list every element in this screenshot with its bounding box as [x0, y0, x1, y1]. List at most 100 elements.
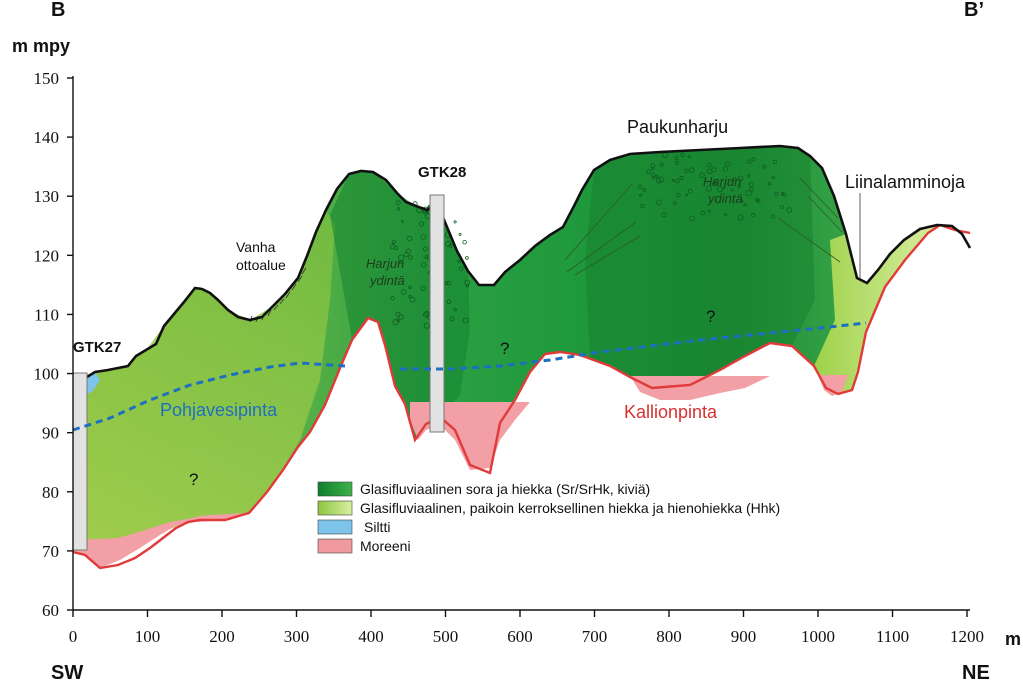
- borehole-gtk28: [429, 194, 445, 433]
- gravel-dot: [674, 156, 679, 161]
- bedrock-surface-line: [72, 223, 971, 570]
- legend-swatch-moraine: [317, 538, 353, 554]
- gravel-dot: [738, 175, 744, 181]
- gravel-dot: [786, 207, 792, 213]
- gravel-dot: [745, 190, 752, 197]
- legend-label-silt: Siltti: [364, 519, 390, 535]
- gravel-dot: [642, 187, 647, 192]
- moraine-far-right: [818, 375, 848, 396]
- gravel-dot: [395, 311, 401, 317]
- y-tick-label: 120: [34, 246, 60, 265]
- x-tick-label: 1100: [876, 627, 909, 646]
- x-tick-label: 700: [582, 627, 608, 646]
- gravel-dot: [656, 199, 662, 206]
- gravel-dot: [464, 279, 471, 286]
- gravel-dot: [729, 178, 734, 182]
- gravel-dot: [405, 248, 411, 254]
- gravel-dot: [408, 294, 412, 299]
- x-tick-label: 800: [656, 627, 682, 646]
- gravel-dot: [658, 176, 665, 183]
- gravel-dot: [418, 221, 425, 227]
- water-table-label: Pohjavesipinta: [160, 400, 278, 420]
- gravel-dot: [637, 184, 643, 189]
- gravel-dot: [732, 177, 737, 182]
- borehole-gtk27: [72, 372, 88, 551]
- gravel-dot: [762, 164, 767, 169]
- moraine-left-body: [73, 513, 248, 568]
- gravel-dot: [409, 296, 416, 303]
- x-tick-label: 500: [433, 627, 459, 646]
- legend: Glasifluviaalinen sora ja hiekka (Sr/SrH…: [317, 481, 780, 554]
- fine-sand-right: [814, 225, 962, 394]
- gravel-dot: [699, 172, 705, 179]
- x-axis-unit-label: m: [1005, 629, 1021, 649]
- gravel-dot: [408, 285, 412, 290]
- gravel-dot: [751, 157, 756, 162]
- gravel-dot: [424, 310, 430, 316]
- moraine-left: [73, 492, 267, 552]
- gravel-dot: [747, 159, 752, 164]
- y-tick-label: 130: [34, 187, 60, 206]
- gravel-dot: [687, 188, 693, 194]
- gravel-dot: [722, 166, 728, 172]
- gravel-dot: [420, 234, 427, 240]
- gravel-dot: [398, 314, 404, 320]
- gravel-dot: [462, 239, 467, 245]
- x-tick-label: 1200: [950, 627, 984, 646]
- bedding-lines: [564, 177, 843, 276]
- gravel-dot: [689, 167, 695, 173]
- gravel-dot: [700, 210, 705, 216]
- esker-core-label-left-1: Harjun: [366, 256, 404, 271]
- gravel-dot: [737, 214, 744, 221]
- gravel-dot: [655, 174, 659, 178]
- esker-core-left: [330, 172, 470, 440]
- legend-label-sand: Glasifluviaalinen, paikoin kerrokselline…: [360, 500, 780, 516]
- x-tick-label: 1000: [801, 627, 835, 646]
- moraine-mid: [410, 402, 530, 470]
- gravel-dot: [638, 193, 643, 197]
- gravel-dot: [707, 162, 712, 168]
- gravel-dot: [465, 284, 469, 288]
- gravel-dot: [424, 255, 429, 260]
- section-start-label: B: [51, 0, 65, 21]
- y-tick-label: 90: [42, 424, 59, 443]
- gravel-dot: [401, 289, 407, 295]
- gravel-dot: [706, 168, 713, 175]
- gravel-dot: [646, 169, 651, 175]
- legend-label-gravel: Glasifluviaalinen sora ja hiekka (Sr/SrH…: [360, 481, 650, 497]
- gravel-dot: [748, 182, 754, 188]
- gravel-dot: [651, 167, 655, 171]
- gravel-dot: [395, 200, 401, 206]
- legend-swatch-silt: [317, 519, 353, 535]
- paukunharju-label: Paukunharju: [627, 117, 728, 137]
- esker-core-label-right-1: Harjun: [703, 174, 741, 189]
- gravel-dot: [771, 175, 775, 180]
- x-tick-label: 400: [358, 627, 384, 646]
- gravel-dot: [445, 240, 452, 247]
- gravel-dot: [651, 176, 655, 180]
- gravel-dot: [423, 312, 429, 318]
- y-tick-label: 140: [34, 128, 60, 147]
- y-tick-label: 100: [34, 365, 60, 384]
- gravel-dot: [396, 318, 400, 323]
- uncertain-marker-mid: ?: [500, 339, 509, 358]
- moraine-right: [630, 376, 770, 400]
- gravel-dot: [706, 185, 713, 192]
- gravel-dot: [458, 232, 462, 236]
- gravel-dot: [462, 317, 469, 324]
- gravel-dot: [672, 178, 676, 182]
- gravel-dot: [685, 193, 689, 197]
- gravel-dot: [749, 187, 754, 192]
- gravel-dot: [453, 220, 457, 224]
- gravel-dot: [453, 307, 457, 312]
- gravel-dot: [420, 285, 426, 292]
- gravel-dot: [406, 235, 413, 242]
- gravel-dot: [774, 191, 779, 196]
- uncertain-marker-right: ?: [706, 307, 715, 326]
- fine-sand-left: [73, 210, 335, 552]
- x-tick-label: 200: [209, 627, 235, 646]
- gravel-dot: [772, 159, 778, 164]
- uncertain-marker-left: ?: [189, 470, 198, 489]
- gravel-dot: [391, 240, 396, 245]
